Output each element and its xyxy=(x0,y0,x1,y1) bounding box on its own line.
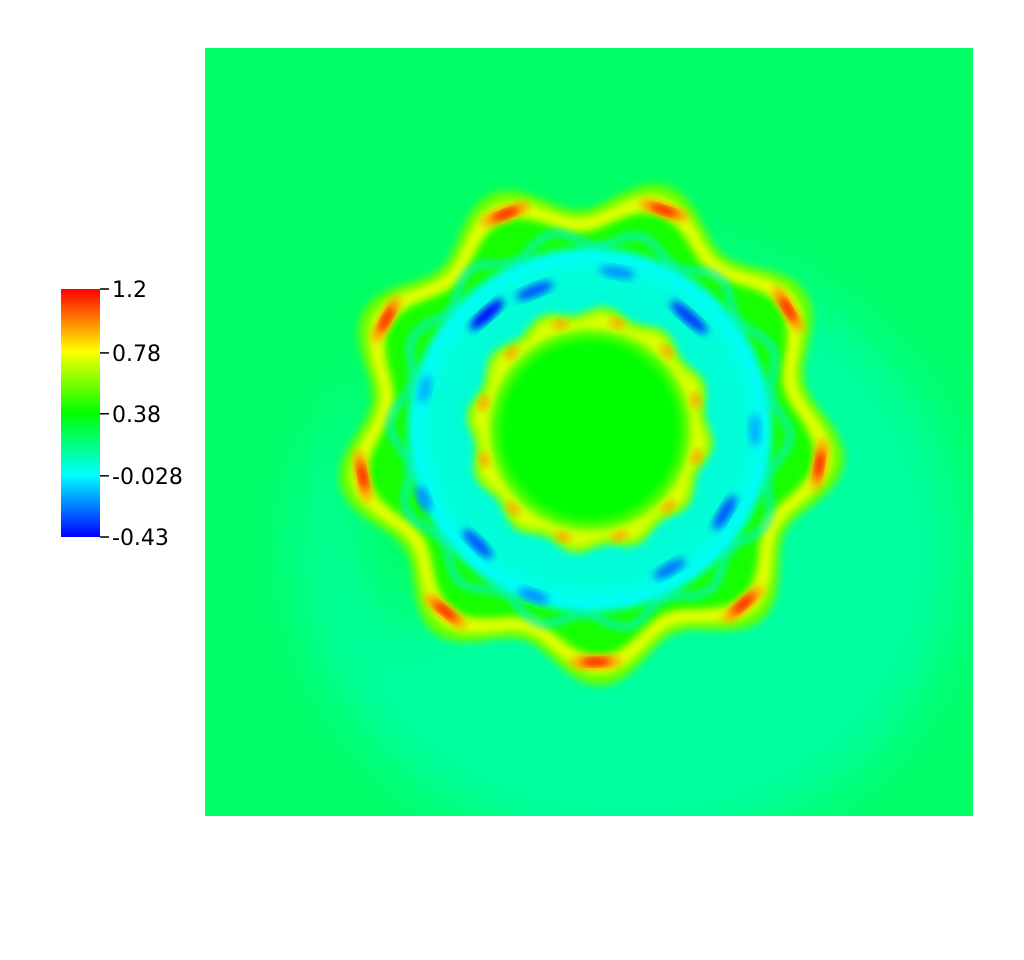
outer-ring-peak xyxy=(650,204,678,216)
inner-ring-spot xyxy=(660,344,674,358)
colorbar-tick-label: 0.38 xyxy=(112,403,161,428)
colorbar-gradient xyxy=(61,289,100,537)
inner-ring-spot xyxy=(690,392,702,409)
outer-ring-peak xyxy=(434,602,457,621)
heatmap-field xyxy=(205,48,973,816)
inner-ring-spot xyxy=(478,394,489,411)
inner-ring-spot xyxy=(609,318,626,329)
outer-ring-peak xyxy=(814,450,824,479)
colorbar-tick-label: 0.78 xyxy=(112,342,161,367)
trough-spot xyxy=(462,529,493,559)
trough-spot xyxy=(469,299,504,330)
trough-spot xyxy=(515,281,554,300)
trough-filament xyxy=(387,230,793,630)
colorbar-tick-label: -0.43 xyxy=(112,526,169,551)
trough-spot xyxy=(653,558,686,580)
inner-ring-spot xyxy=(662,500,676,514)
trough-spot xyxy=(599,265,635,279)
inner-ring-spot xyxy=(504,346,518,360)
outer-ring-peak xyxy=(779,296,797,322)
inner-ring-spot xyxy=(611,530,628,542)
colorbar-tick-label: 1.2 xyxy=(112,278,147,303)
inner-ring-spot xyxy=(552,318,569,330)
inner-ring-spot xyxy=(691,449,702,466)
outer-ring-peak xyxy=(357,462,368,490)
outer-ring-peak xyxy=(732,594,755,614)
colorbar-tick-label: -0.028 xyxy=(112,465,183,490)
inner-disk xyxy=(500,340,680,520)
inner-ring-spot xyxy=(478,451,490,468)
trough-spot xyxy=(418,375,432,403)
outer-ring-peak xyxy=(378,306,394,332)
trough-spot xyxy=(670,300,708,334)
trough-spot xyxy=(749,414,761,446)
inner-ring-spot xyxy=(506,502,520,516)
colorbar: 1.2 0.78 0.38 -0.028 -0.43 xyxy=(61,278,183,551)
trough-spot xyxy=(415,485,432,512)
outer-ring-peak xyxy=(581,657,610,666)
inner-ring-spot xyxy=(554,531,571,542)
outer-ring-peak xyxy=(492,207,519,221)
trough-spot xyxy=(713,495,737,530)
trough-spot xyxy=(518,587,549,604)
